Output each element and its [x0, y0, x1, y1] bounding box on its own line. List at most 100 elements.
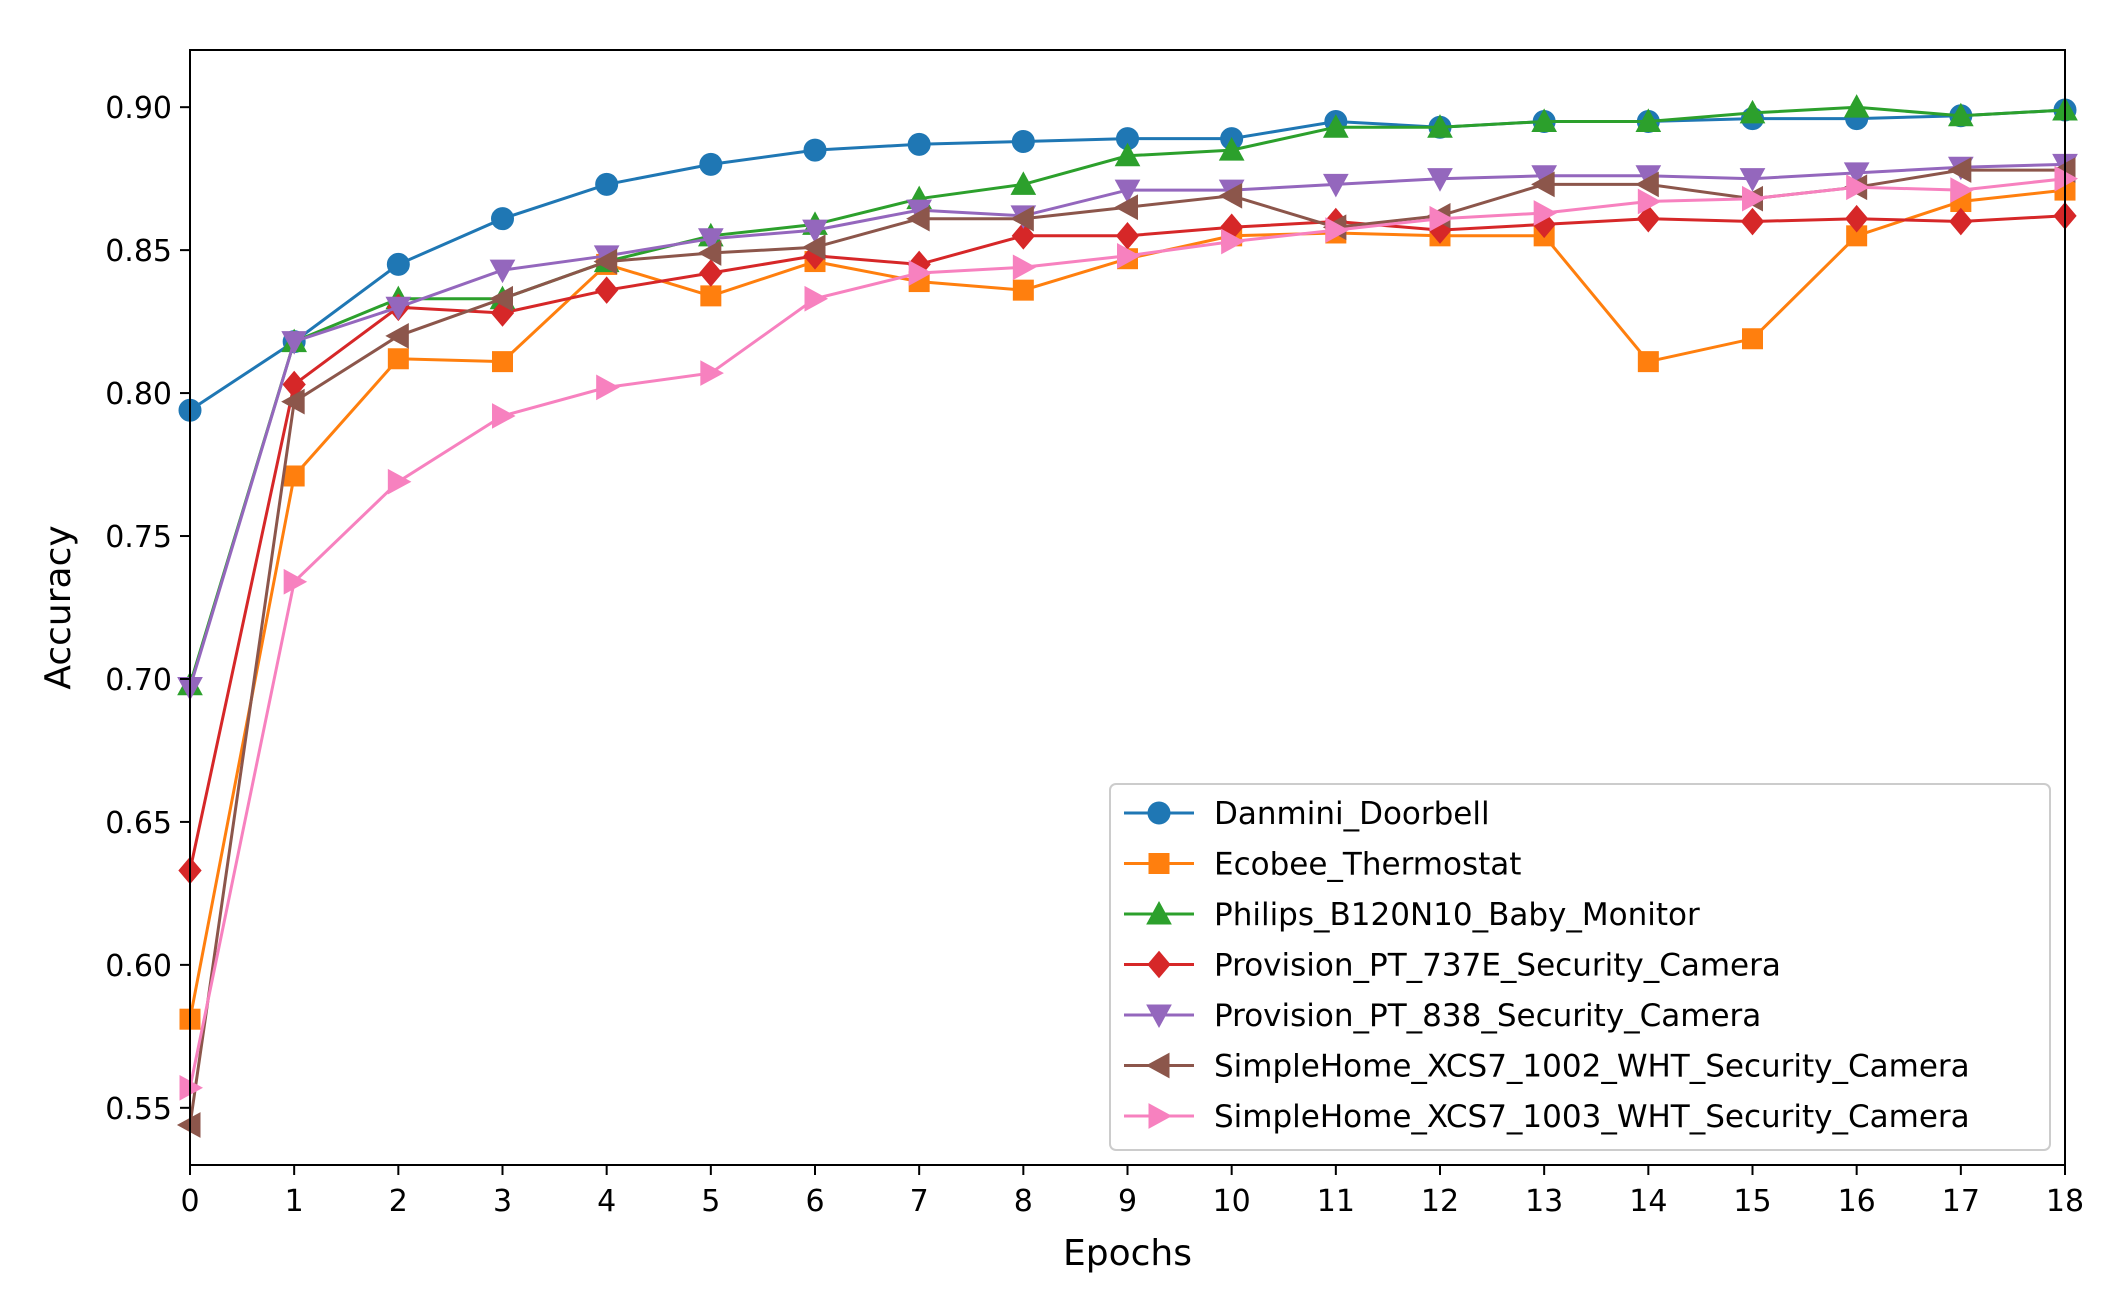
y-tick-label: 0.85: [105, 234, 172, 269]
data-point: [385, 323, 409, 349]
data-point: [1012, 279, 1034, 301]
data-point: [908, 260, 933, 286]
legend-marker: [1148, 853, 1170, 874]
data-point: [1740, 207, 1765, 236]
data-point: [1636, 204, 1660, 233]
legend-entry: SimpleHome_XCS7_1003_WHT_Security_Camera: [1124, 1099, 1970, 1135]
data-point: [1114, 142, 1141, 167]
legend-marker: [1146, 1004, 1172, 1029]
y-axis: 0.55 0.60 0.65 0.70 0.75 0.80 0.85 0.90: [105, 91, 190, 1127]
y-tick-label: 0.65: [105, 806, 172, 841]
data-point: [906, 205, 930, 232]
legend-label: Provision_PT_737E_Security_Camera: [1214, 948, 1781, 984]
data-point: [907, 132, 931, 156]
x-tick-label: 9: [1118, 1184, 1137, 1219]
data-point: [1533, 200, 1558, 226]
data-point: [1427, 114, 1453, 138]
data-point: [281, 331, 308, 355]
data-point: [1221, 228, 1245, 255]
legend: Danmini_Doorbell Ecobee_Thermostat Philips…: [1109, 783, 2051, 1151]
data-point: [1739, 99, 1766, 124]
data-point: [1011, 222, 1035, 250]
data-point: [804, 285, 829, 312]
data-point: [1322, 173, 1349, 198]
data-point: [1742, 328, 1763, 350]
data-point: [283, 568, 308, 595]
x-axis-title: Epochs: [1063, 1233, 1192, 1274]
data-point: [1531, 108, 1558, 132]
data-point: [489, 285, 513, 312]
legend-label: Ecobee_Thermostat: [1214, 847, 1521, 883]
x-tick-label: 2: [389, 1184, 408, 1219]
legend-marker: [1147, 950, 1171, 979]
data-point: [700, 360, 724, 386]
data-point: [1322, 114, 1349, 138]
data-point: [593, 248, 618, 275]
x-tick-label: 18: [2046, 1184, 2084, 1219]
x-tick-label: 3: [493, 1184, 512, 1219]
data-point: [1845, 204, 1869, 233]
data-point: [1427, 168, 1453, 192]
x-tick-label: 16: [1838, 1184, 1876, 1219]
legend-label: SimpleHome_XCS7_1003_WHT_Security_Camera: [1214, 1099, 1970, 1135]
data-point: [386, 252, 410, 276]
legend-entry: SimpleHome_XCS7_1002_WHT_Security_Camera: [1124, 1049, 1970, 1085]
data-point: [1218, 182, 1243, 209]
data-point: [1843, 162, 1870, 186]
legend-marker: [1148, 1103, 1173, 1129]
data-point: [1635, 108, 1662, 132]
data-point: [1739, 168, 1766, 192]
data-point: [699, 152, 723, 176]
x-tick-label: 12: [1421, 1184, 1459, 1219]
x-tick-label: 7: [910, 1184, 929, 1219]
legend-marker: [1146, 900, 1172, 925]
legend-label: Provision_PT_838_Security_Camera: [1214, 998, 1761, 1034]
data-point: [596, 374, 620, 401]
data-point: [1429, 205, 1454, 232]
data-point: [595, 276, 619, 304]
y-tick-label: 0.60: [105, 949, 172, 984]
data-point: [697, 228, 724, 252]
x-tick-label: 14: [1629, 1184, 1667, 1219]
y-axis-title: Accuracy: [38, 525, 79, 689]
data-point: [1742, 185, 1766, 212]
data-point: [1218, 137, 1245, 161]
data-point: [491, 207, 514, 231]
data-point: [1325, 217, 1349, 243]
data-point: [699, 259, 723, 287]
legend-marker: [1145, 1052, 1170, 1079]
data-point: [492, 403, 516, 429]
data-point: [1950, 177, 1974, 203]
data-point: [283, 465, 305, 487]
x-tick-label: 10: [1213, 1184, 1251, 1219]
x-tick-label: 17: [1942, 1184, 1980, 1219]
data-point: [1947, 157, 1972, 183]
legend-box: [1109, 783, 2051, 1151]
data-point: [1012, 254, 1037, 281]
legend-label: SimpleHome_XCS7_1002_WHT_Security_Camera: [1214, 1049, 1970, 1085]
data-point: [1114, 194, 1138, 221]
x-tick-label: 5: [701, 1184, 720, 1219]
data-point: [387, 348, 409, 370]
legend-entry: Danmini_Doorbell: [1124, 796, 1490, 832]
legend-entry: Ecobee_Thermostat: [1124, 847, 1521, 883]
data-point: [700, 285, 722, 307]
x-tick-label: 13: [1525, 1184, 1563, 1219]
data-point: [1010, 171, 1037, 195]
x-axis: 0 1 2 3 4 5 6 7 8 9 10 11 12 13 14 15 16 17 18: [180, 1165, 2084, 1219]
legend-entry: Provision_PT_737E_Security_Camera: [1124, 948, 1781, 984]
data-point: [1947, 102, 1974, 127]
y-tick-label: 0.80: [105, 377, 172, 412]
data-point: [802, 219, 828, 244]
y-tick-label: 0.70: [105, 663, 172, 698]
data-point: [1635, 171, 1659, 198]
data-point: [595, 172, 619, 196]
x-tick-label: 0: [180, 1184, 199, 1219]
legend-entry: Philips_B120N10_Baby_Monitor: [1124, 897, 1700, 933]
legend-label: Danmini_Doorbell: [1214, 796, 1490, 832]
data-point: [281, 388, 305, 415]
data-point: [492, 351, 513, 373]
y-tick-label: 0.75: [105, 520, 172, 555]
series-layer: [176, 94, 2079, 1138]
